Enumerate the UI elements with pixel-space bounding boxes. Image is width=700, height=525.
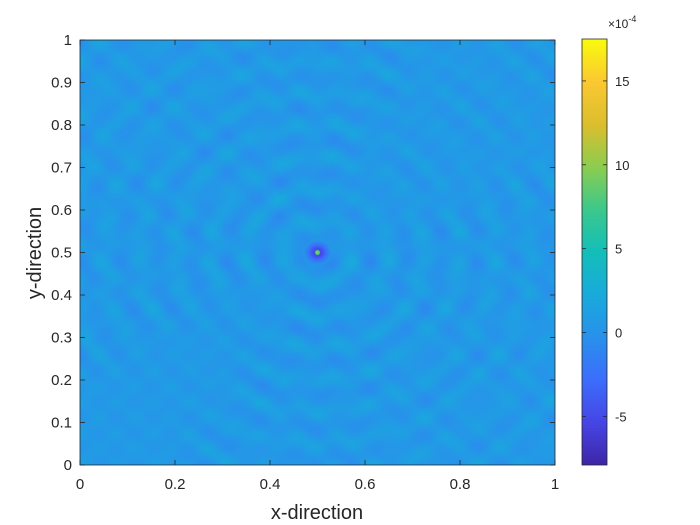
y-tick-label: 0.7: [51, 160, 72, 177]
y-tick-label: 0.3: [51, 330, 72, 347]
x-tick-label: 0.2: [165, 476, 186, 493]
x-tick-label: 0.8: [450, 476, 471, 493]
x-tick-label: 1: [551, 476, 559, 493]
colorbar-exponent: ×10-4: [608, 14, 636, 31]
colorbar-tick-label: 5: [615, 242, 622, 257]
y-tick-label: 0.9: [51, 75, 72, 92]
colorbar-tick-label: 15: [615, 74, 629, 89]
x-tick-label: 0.4: [260, 476, 281, 493]
y-tick-label: 0.4: [51, 287, 72, 304]
y-tick-label: 0.1: [51, 415, 72, 432]
x-axis-label: x-direction: [271, 502, 363, 524]
y-tick-label: 1: [64, 32, 72, 49]
colorbar-tick-label: 0: [615, 326, 622, 341]
y-tick-label: 0: [64, 457, 72, 474]
colorbar-frame: [581, 38, 608, 466]
colorbar-tick-label: 10: [615, 158, 629, 173]
heatmap-image: [80, 40, 555, 465]
y-axis-label: y-direction: [24, 207, 46, 299]
y-tick-label: 0.5: [51, 245, 72, 262]
plot-frame: [79, 39, 556, 466]
colorbar-gradient: [582, 39, 607, 465]
x-tick-label: 0.6: [355, 476, 376, 493]
y-tick-label: 0.2: [51, 372, 72, 389]
y-tick-label: 0.8: [51, 117, 72, 134]
x-tick-label: 0: [76, 476, 84, 493]
colorbar-tick-label: -5: [615, 409, 627, 424]
y-tick-label: 0.6: [51, 202, 72, 219]
